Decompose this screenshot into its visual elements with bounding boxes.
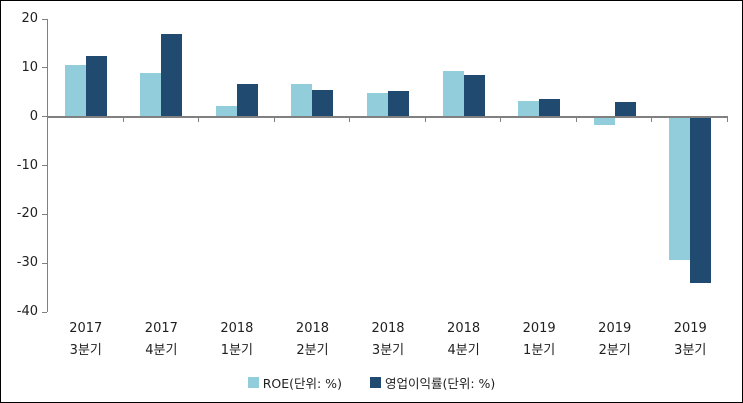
x-tick	[500, 117, 502, 122]
x-category-label: 2019 2분기	[598, 321, 632, 358]
x-tick	[198, 117, 200, 122]
y-tick-label: 20	[21, 11, 38, 26]
bar-operating-margin	[85, 55, 107, 117]
operating-margin-legend-swatch	[369, 377, 381, 388]
x-tick	[651, 117, 653, 122]
y-tick	[42, 213, 47, 215]
x-category-label: 2019 3분기	[673, 321, 707, 358]
bar-operating-margin	[388, 91, 409, 117]
bar-roe	[140, 73, 162, 117]
x-category-label: 2018 1분기	[220, 321, 254, 358]
bar-operating-margin	[161, 33, 183, 117]
x-tick	[424, 117, 426, 122]
x-category-label: 2019 1분기	[522, 321, 556, 358]
y-tick-label: -40	[16, 304, 38, 319]
legend-item-roe: ROE(단위: %)	[247, 373, 342, 392]
y-tick	[42, 165, 47, 166]
x-category-label: 2017 4분기	[144, 321, 178, 358]
x-tick	[273, 117, 275, 122]
y-tick	[42, 18, 47, 20]
x-axis-line	[48, 115, 728, 118]
bar-operating-margin	[690, 116, 712, 283]
x-tick	[122, 117, 124, 122]
x-category-label: 2018 4분기	[447, 321, 481, 358]
y-tick-label: -10	[16, 157, 38, 173]
x-tick	[575, 117, 577, 122]
bar-operating-margin	[236, 83, 258, 117]
bar-roe	[593, 116, 615, 126]
y-tick-label: -30	[16, 255, 38, 271]
x-category-label: 2018 3분기	[371, 321, 405, 358]
operating-margin-legend-label: 영업이익률(단위: %)	[384, 376, 496, 391]
y-axis-line	[47, 19, 48, 312]
bar-operating-margin	[312, 90, 334, 117]
y-tick-label: 10	[21, 59, 38, 75]
x-tick	[349, 117, 351, 122]
bar-roe	[367, 93, 388, 117]
legend-item-operating-margin: 영업이익률(단위: %)	[369, 373, 496, 392]
y-tick	[42, 67, 47, 69]
bar-roe	[215, 105, 237, 117]
roe-legend-swatch	[247, 377, 259, 388]
x-axis-labels: 2017 3분기 2017 4분기 2018 1분기 2018 2분기 2018 3분기…	[48, 318, 728, 362]
bar-operating-margin	[463, 74, 485, 117]
bar-operating-margin	[539, 99, 561, 117]
bar-roe	[64, 65, 86, 117]
bar-roe	[291, 84, 313, 117]
y-tick-label: -20	[16, 206, 38, 222]
bar-roe	[669, 116, 691, 260]
y-tick	[42, 311, 47, 313]
y-tick-label: 0	[29, 108, 38, 124]
roe-legend-label: ROE(단위: %)	[262, 376, 342, 391]
y-tick	[42, 116, 47, 118]
x-category-label: 2018 2분기	[295, 321, 330, 358]
x-tick	[727, 117, 728, 122]
bar-roe	[518, 101, 540, 117]
x-category-label: 2017 3분기	[69, 321, 103, 358]
legend: ROE(단위: %) 영업이익률(단위: %)	[1, 373, 742, 392]
bar-operating-margin	[614, 102, 636, 117]
bar-roe	[442, 71, 464, 117]
plot-area: 20 10 0 -10 -20 -30 -40	[17, 11, 728, 319]
y-tick	[42, 262, 47, 264]
